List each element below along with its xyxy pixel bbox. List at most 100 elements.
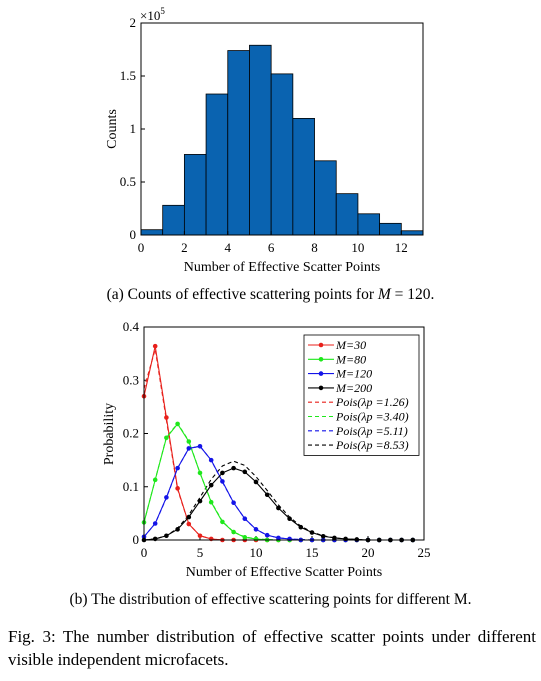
- data-point: [186, 514, 192, 520]
- histogram-chart: 0 2 4 6 8 10 12 0 0.5 1 1.5 2 ×105 Number of Effect…: [105, 6, 424, 275]
- data-point: [231, 465, 236, 471]
- data-point: [220, 519, 225, 525]
- legend-marker: [318, 357, 324, 362]
- x-tick-label: 8: [311, 240, 318, 255]
- data-point: [231, 500, 236, 506]
- data-point: [164, 533, 169, 539]
- histogram-bar: [357, 213, 381, 236]
- legend-label: M=120: [335, 367, 372, 381]
- data-point: [242, 535, 248, 540]
- x-tick-label: 20: [362, 545, 375, 560]
- x-tick-label: 25: [418, 545, 431, 560]
- y-tick-label: 0.2: [123, 426, 139, 441]
- data-point: [164, 435, 169, 441]
- data-point: [208, 536, 214, 542]
- histogram-bar: [400, 230, 424, 236]
- histogram-bar: [292, 118, 315, 236]
- data-point: [186, 439, 192, 444]
- y-tick-label: 1: [130, 121, 137, 136]
- probability-chart: 0 5 10 15 20 25 0 0.1 0.2 0.3 0.4 M=30M=80M=120M=2…: [102, 319, 431, 580]
- data-point: [332, 535, 337, 541]
- y-tick-label: 0: [130, 227, 137, 242]
- x-tick-label: 5: [197, 545, 204, 560]
- x-tick-label: 6: [268, 240, 275, 255]
- x-tick-label: 2: [181, 240, 188, 255]
- data-point: [197, 470, 203, 476]
- legend-label: Pois(λp =1.26): [335, 395, 409, 409]
- data-point: [208, 482, 214, 488]
- x-tick-label: 4: [225, 240, 232, 255]
- legend-label: M=200: [335, 381, 372, 395]
- data-point: [242, 469, 248, 475]
- data-point: [343, 536, 348, 542]
- legend-box: [303, 334, 420, 456]
- data-point: [309, 530, 315, 535]
- series-line-m-200: [143, 467, 413, 541]
- axis-ticks: 0 2 4 6 8 10 12 0 0.5 1 1.5 2: [120, 15, 408, 255]
- data-point: [186, 446, 192, 451]
- data-point: [208, 457, 214, 463]
- data-point: [152, 521, 158, 526]
- legend-label: Pois(λp =5.11): [335, 424, 408, 438]
- data-point: [253, 536, 259, 542]
- series-line-pois-p-1-26-: [143, 349, 234, 541]
- data-point: [164, 495, 169, 500]
- data-point: [287, 516, 292, 521]
- histogram-bar: [270, 73, 294, 236]
- histogram-bar: [183, 154, 207, 236]
- caption-a-suffix: = 120.: [390, 286, 435, 303]
- data-point: [152, 477, 158, 483]
- data-point: [264, 532, 270, 538]
- data-point: [354, 537, 360, 542]
- histogram-bar: [314, 160, 337, 236]
- histogram-bar: [140, 229, 164, 236]
- plot-frame: [143, 326, 425, 541]
- y-axis-label: Probability: [102, 403, 117, 465]
- data-point: [220, 470, 225, 476]
- x-axis-label: Number of Effective Scatter Points: [186, 565, 382, 580]
- figure-caption: Fig. 3: The number distribution of effec…: [8, 627, 536, 669]
- series-line-pois-p-8-53-: [143, 460, 413, 541]
- data-point: [253, 527, 259, 532]
- histogram-bar: [249, 44, 272, 236]
- y-axis-label: Counts: [105, 109, 120, 149]
- data-point: [152, 343, 158, 349]
- legend-label: M=80: [335, 352, 366, 366]
- x-tick-label: 12: [395, 240, 408, 255]
- histogram-bars: [140, 44, 424, 236]
- data-point: [264, 492, 270, 498]
- data-point: [208, 499, 214, 505]
- y-tick-label: 0.1: [123, 479, 139, 494]
- data-point: [186, 521, 192, 527]
- data-point: [152, 536, 158, 542]
- x-tick-label: 0: [138, 240, 145, 255]
- data-point: [197, 443, 203, 449]
- x-tick-label: 10: [351, 240, 364, 255]
- x-tick-label: 15: [306, 545, 319, 560]
- x-tick-label: 10: [250, 545, 263, 560]
- histogram-bar: [227, 50, 250, 236]
- data-point: [197, 533, 203, 539]
- data-point: [231, 529, 236, 535]
- legend-marker: [318, 342, 324, 348]
- caption-b: (b) The distribution of effective scatte…: [69, 591, 472, 608]
- data-point: [175, 486, 180, 491]
- histogram-bar: [162, 204, 185, 236]
- y-tick-label: 0.3: [123, 372, 139, 387]
- data-point: [220, 479, 225, 484]
- data-point: [175, 465, 180, 471]
- caption-a-var: M: [377, 286, 391, 303]
- data-point: [242, 516, 248, 521]
- caption-a: (a) Counts of effective scattering point…: [0, 286, 541, 304]
- data-point: [164, 415, 169, 420]
- data-point: [175, 527, 180, 532]
- legend-marker: [318, 371, 324, 376]
- data-point: [320, 533, 326, 539]
- data-point: [287, 536, 292, 542]
- y-tick-label: 0: [133, 532, 140, 547]
- x-tick-label: 0: [141, 545, 148, 560]
- data-point: [276, 505, 281, 511]
- y-tick-label: 1.5: [120, 68, 136, 83]
- data-point: [197, 498, 203, 504]
